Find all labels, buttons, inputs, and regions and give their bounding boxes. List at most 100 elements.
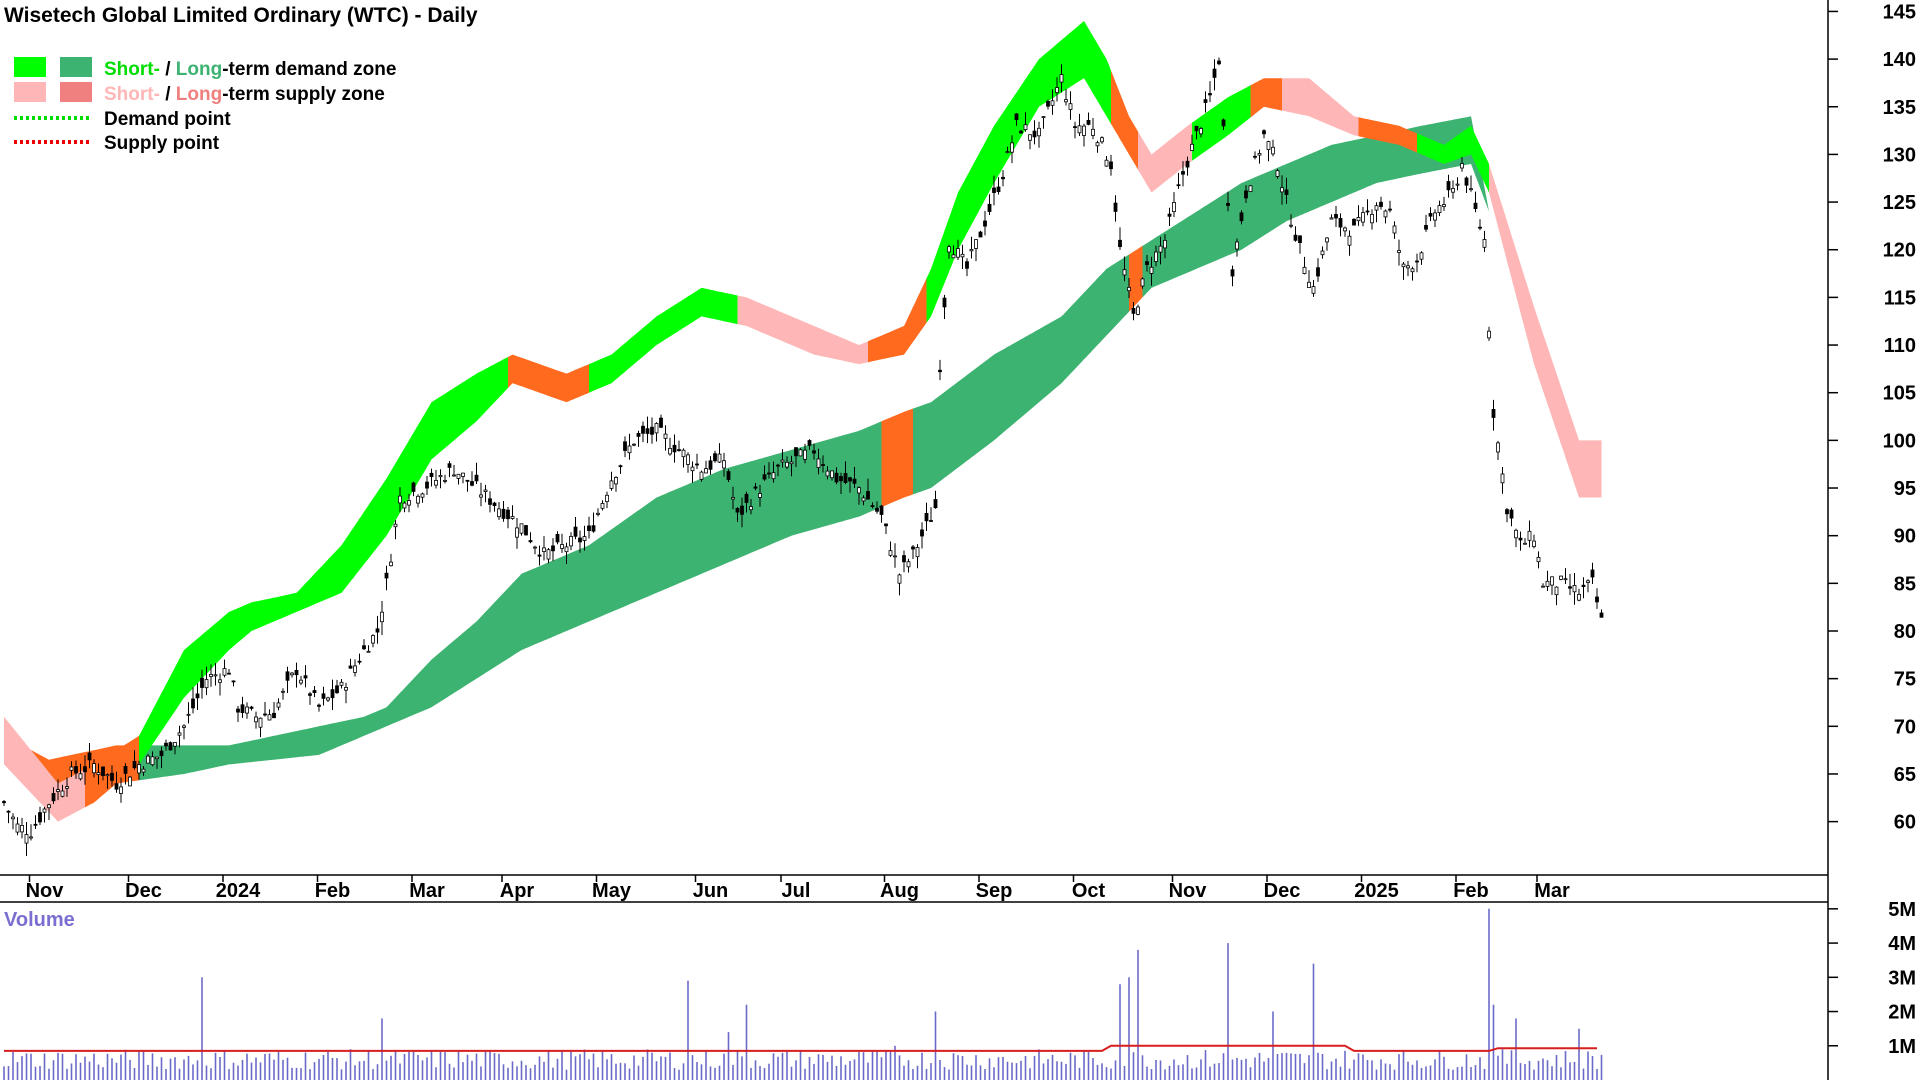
- candle-body-34: [155, 756, 159, 760]
- candle-body-114: [515, 527, 519, 538]
- candle-body-242: [1091, 128, 1095, 136]
- time-tick-label-5: Apr: [500, 880, 535, 902]
- candle-body-203: [915, 547, 920, 558]
- candle-body-311: [1401, 263, 1406, 268]
- candle-body-167: [753, 486, 758, 489]
- candle-body-71: [321, 693, 326, 699]
- candle-body-339: [1527, 530, 1532, 541]
- candle-body-25: [114, 783, 119, 790]
- candle-body-72: [326, 697, 330, 701]
- candle-body-201: [906, 561, 911, 568]
- candle-body-206: [929, 520, 933, 522]
- time-tick-label-16: Mar: [1534, 880, 1570, 902]
- candle-body-100: [452, 474, 456, 477]
- candle-body-200: [902, 555, 906, 563]
- candle-body-300: [1352, 218, 1356, 226]
- candle-body-274: [1235, 241, 1239, 250]
- price-tick-label-12: 85: [1894, 573, 1916, 595]
- candle-body-223: [1005, 151, 1010, 154]
- candle-body-134: [605, 494, 609, 502]
- legend-supply-short: Short-: [104, 84, 160, 105]
- price-tick-label-8: 105: [1883, 383, 1916, 405]
- candle-body-136: [614, 476, 618, 485]
- time-tick-label-7: Jun: [693, 880, 729, 902]
- legend-long-demand-swatch: [60, 57, 92, 77]
- candle-body-349: [1572, 585, 1577, 593]
- candle-body-96: [434, 479, 438, 486]
- candle-body-345: [1554, 586, 1559, 596]
- candle-body-104: [470, 481, 474, 486]
- candle-body-62: [281, 690, 285, 693]
- candle-body-179: [807, 440, 812, 446]
- short-zone-segment-21: [1417, 125, 1489, 193]
- time-tick-label-10: Sep: [976, 880, 1013, 902]
- candle-body-275: [1239, 212, 1244, 222]
- candle-body-113: [510, 516, 515, 519]
- candle-body-51: [231, 680, 236, 683]
- time-tick-label-6: May: [592, 880, 632, 902]
- candle-body-217: [978, 231, 983, 238]
- candle-body-195: [879, 505, 884, 515]
- candle-body-21: [96, 772, 101, 775]
- candle-body-198: [893, 555, 897, 558]
- candle-body-30: [137, 764, 141, 774]
- legend-demand-long: Long: [176, 59, 222, 80]
- price-tick-label-3: 130: [1883, 144, 1916, 166]
- candle-body-46: [209, 674, 213, 677]
- candle-body-348: [1568, 586, 1572, 589]
- candle-body-317: [1428, 213, 1433, 217]
- candle-body-250: [1127, 286, 1131, 292]
- candle-body-135: [609, 480, 614, 489]
- candle-body-214: [965, 261, 969, 269]
- long-zone-segment-2: [881, 408, 913, 508]
- candle-body-11: [51, 793, 56, 802]
- candle-body-59: [267, 714, 272, 721]
- candle-body-262: [1181, 171, 1185, 175]
- candle-body-212: [956, 248, 960, 258]
- candle-body-86: [389, 561, 393, 567]
- candle-body-194: [875, 507, 879, 512]
- candle-body-315: [1419, 252, 1424, 260]
- long-zone-segment-1: [139, 421, 882, 781]
- candle-body-146: [659, 417, 663, 428]
- candle-body-350: [1577, 594, 1581, 601]
- candle-body-260: [1172, 201, 1176, 212]
- candle-body-45: [204, 679, 209, 689]
- candle-body-353: [1590, 569, 1595, 578]
- time-tick-label-12: Nov: [1169, 880, 1208, 902]
- candle-body-160: [722, 460, 726, 469]
- candle-body-239: [1077, 125, 1082, 134]
- candle-body-155: [699, 471, 704, 480]
- candle-body-334: [1505, 509, 1509, 515]
- candle-body-252: [1136, 306, 1140, 315]
- candle-body-263: [1185, 160, 1190, 168]
- candle-body-55: [249, 706, 254, 709]
- price-tick-label-1: 140: [1883, 49, 1916, 71]
- candle-body-147: [663, 433, 668, 439]
- price-tick-label-11: 90: [1894, 526, 1916, 548]
- candle-body-170: [767, 472, 771, 475]
- candle-body-245: [1104, 159, 1109, 167]
- candle-body-111: [501, 508, 506, 519]
- candle-body-205: [924, 513, 929, 522]
- candle-body-15: [69, 766, 74, 771]
- candle-body-169: [762, 474, 767, 480]
- candle-body-207: [933, 499, 938, 509]
- candle-body-117: [528, 540, 533, 543]
- time-tick-label-9: Aug: [880, 880, 919, 902]
- candle-body-287: [1293, 234, 1298, 241]
- candle-body-332: [1496, 442, 1500, 453]
- candle-body-65: [294, 670, 299, 676]
- candle-body-145: [654, 423, 659, 434]
- candle-body-354: [1595, 596, 1599, 603]
- candle-body-23: [105, 774, 110, 777]
- volume-tick-label-0: 5M: [1888, 899, 1916, 921]
- candle-body-18: [83, 766, 87, 773]
- candle-body-118: [533, 546, 537, 549]
- time-tick-label-8: Jul: [782, 880, 811, 902]
- candle-body-110: [497, 508, 501, 518]
- candle-body-240: [1082, 125, 1086, 136]
- short-zone-segment-13: [868, 278, 927, 363]
- candle-body-276: [1244, 190, 1248, 199]
- candle-body-60: [272, 712, 276, 719]
